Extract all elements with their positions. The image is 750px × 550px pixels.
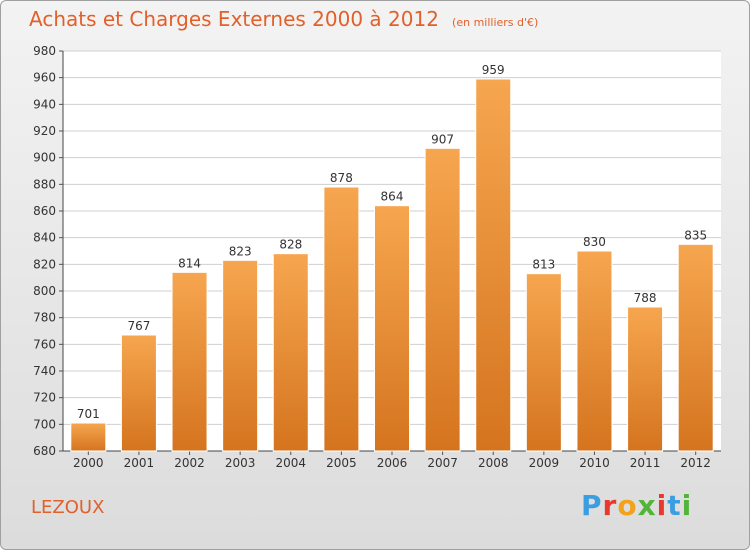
x-tick-label: 2012 (680, 456, 711, 470)
x-tick-label: 2011 (630, 456, 661, 470)
bar (576, 250, 613, 452)
y-tick-label: 700 (33, 417, 56, 431)
x-tick-label: 2009 (529, 456, 560, 470)
bar (475, 78, 512, 452)
x-tick-label: 2010 (579, 456, 610, 470)
y-tick-label: 680 (33, 444, 56, 458)
y-tick-label: 800 (33, 284, 56, 298)
logo-letter: o (617, 489, 638, 522)
y-tick-label: 940 (33, 97, 56, 111)
logo-letter: r (602, 489, 618, 522)
bar (323, 186, 360, 452)
bar (70, 422, 107, 452)
data-label: 864 (381, 190, 404, 204)
data-label: 788 (634, 291, 657, 305)
bar (525, 273, 562, 452)
chart-title-text: Achats et Charges Externes 2000 à 2012 (29, 7, 439, 31)
x-tick-label: 2002 (174, 456, 205, 470)
x-tick-label: 2006 (377, 456, 408, 470)
logo-letter: i (681, 489, 693, 522)
data-label: 878 (330, 171, 353, 185)
data-label: 830 (583, 235, 606, 249)
y-tick-label: 900 (33, 151, 56, 165)
data-label: 767 (127, 319, 150, 333)
data-label: 813 (532, 258, 555, 272)
x-tick-label: 2003 (225, 456, 256, 470)
y-tick-label: 820 (33, 257, 56, 271)
x-tick-label: 2005 (326, 456, 357, 470)
chart-unit-note: (en milliers d'€) (452, 16, 539, 29)
data-label: 814 (178, 256, 201, 270)
y-tick-label: 720 (33, 391, 56, 405)
bar (677, 243, 714, 452)
y-tick-label: 960 (33, 71, 56, 85)
x-tick-label: 2008 (478, 456, 509, 470)
chart-title: Achats et Charges Externes 2000 à 2012 (… (29, 7, 538, 31)
data-label: 828 (279, 238, 302, 252)
bar (627, 306, 664, 452)
y-tick-label: 880 (33, 177, 56, 191)
bar (272, 253, 309, 452)
x-tick-label: 2004 (275, 456, 306, 470)
bar (374, 205, 410, 452)
bar (120, 334, 157, 452)
x-tick-label: 2000 (73, 456, 104, 470)
data-label: 823 (229, 244, 252, 258)
bar (222, 259, 259, 452)
commune-name: LEZOUX (31, 497, 105, 518)
logo-letter: i (656, 489, 668, 522)
data-label: 907 (431, 132, 454, 146)
x-tick-label: 2007 (427, 456, 458, 470)
bar (424, 147, 461, 452)
y-tick-label: 920 (33, 124, 56, 138)
data-label: 701 (77, 407, 100, 421)
proxiti-logo: Proxiti (581, 489, 692, 522)
bar (171, 271, 208, 452)
logo-letter: P (581, 489, 603, 522)
y-tick-label: 860 (33, 204, 56, 218)
logo-letter: x (637, 489, 657, 522)
y-tick-label: 740 (33, 364, 56, 378)
data-label: 959 (482, 63, 505, 77)
y-tick-label: 760 (33, 337, 56, 351)
y-tick-label: 840 (33, 231, 56, 245)
data-label: 835 (684, 228, 707, 242)
y-tick-label: 780 (33, 311, 56, 325)
x-tick-label: 2001 (124, 456, 155, 470)
logo-letter: t (667, 489, 682, 522)
y-tick-label: 980 (33, 44, 56, 58)
